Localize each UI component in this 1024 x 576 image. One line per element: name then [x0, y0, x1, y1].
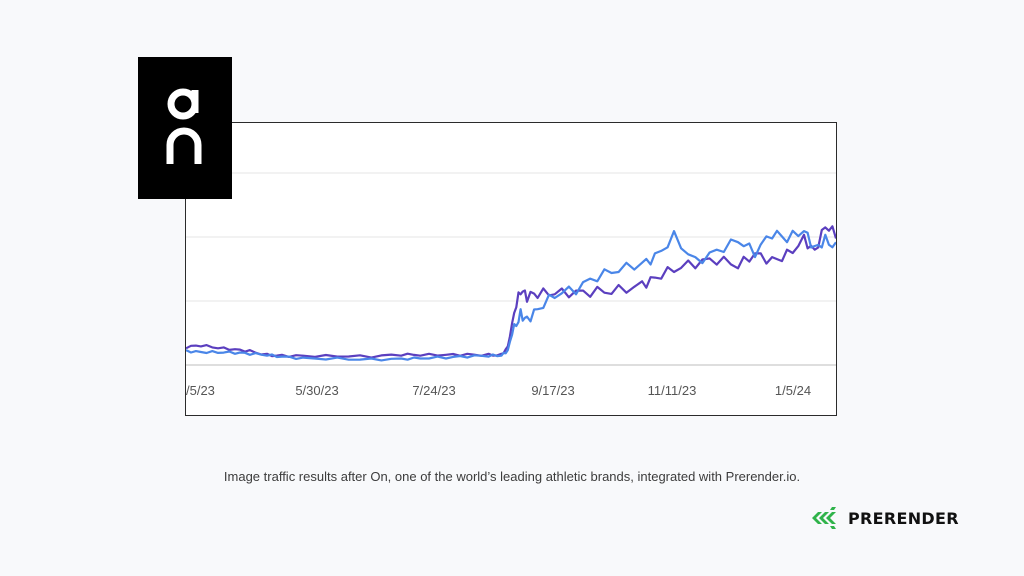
x-tick-label: 11/11/23: [648, 383, 697, 398]
x-tick-label: 9/17/23: [531, 383, 574, 398]
traffic-line-chart: /5/23 5/30/23 7/24/23 9/17/23 11/11/23 1/5/24: [186, 172, 836, 398]
chart-caption: Image traffic results after On, one of t…: [223, 469, 801, 484]
prerender-wordmark: PRERENDER: [848, 508, 959, 528]
x-tick-label: 5/30/23: [295, 383, 338, 398]
on-logo-icon: [166, 88, 202, 164]
prerender-logo[interactable]: PRERENDER: [810, 505, 959, 531]
prerender-chevrons-icon: [812, 507, 836, 529]
x-tick-label: 7/24/23: [412, 383, 455, 398]
series-line-2: [186, 229, 836, 362]
traffic-chart: /5/23 5/30/23 7/24/23 9/17/23 11/11/23 1/5/24: [185, 122, 837, 416]
x-tick-label: /5/23: [186, 383, 215, 398]
x-tick-label: 1/5/24: [775, 383, 811, 398]
on-brand-logo: [138, 57, 232, 199]
